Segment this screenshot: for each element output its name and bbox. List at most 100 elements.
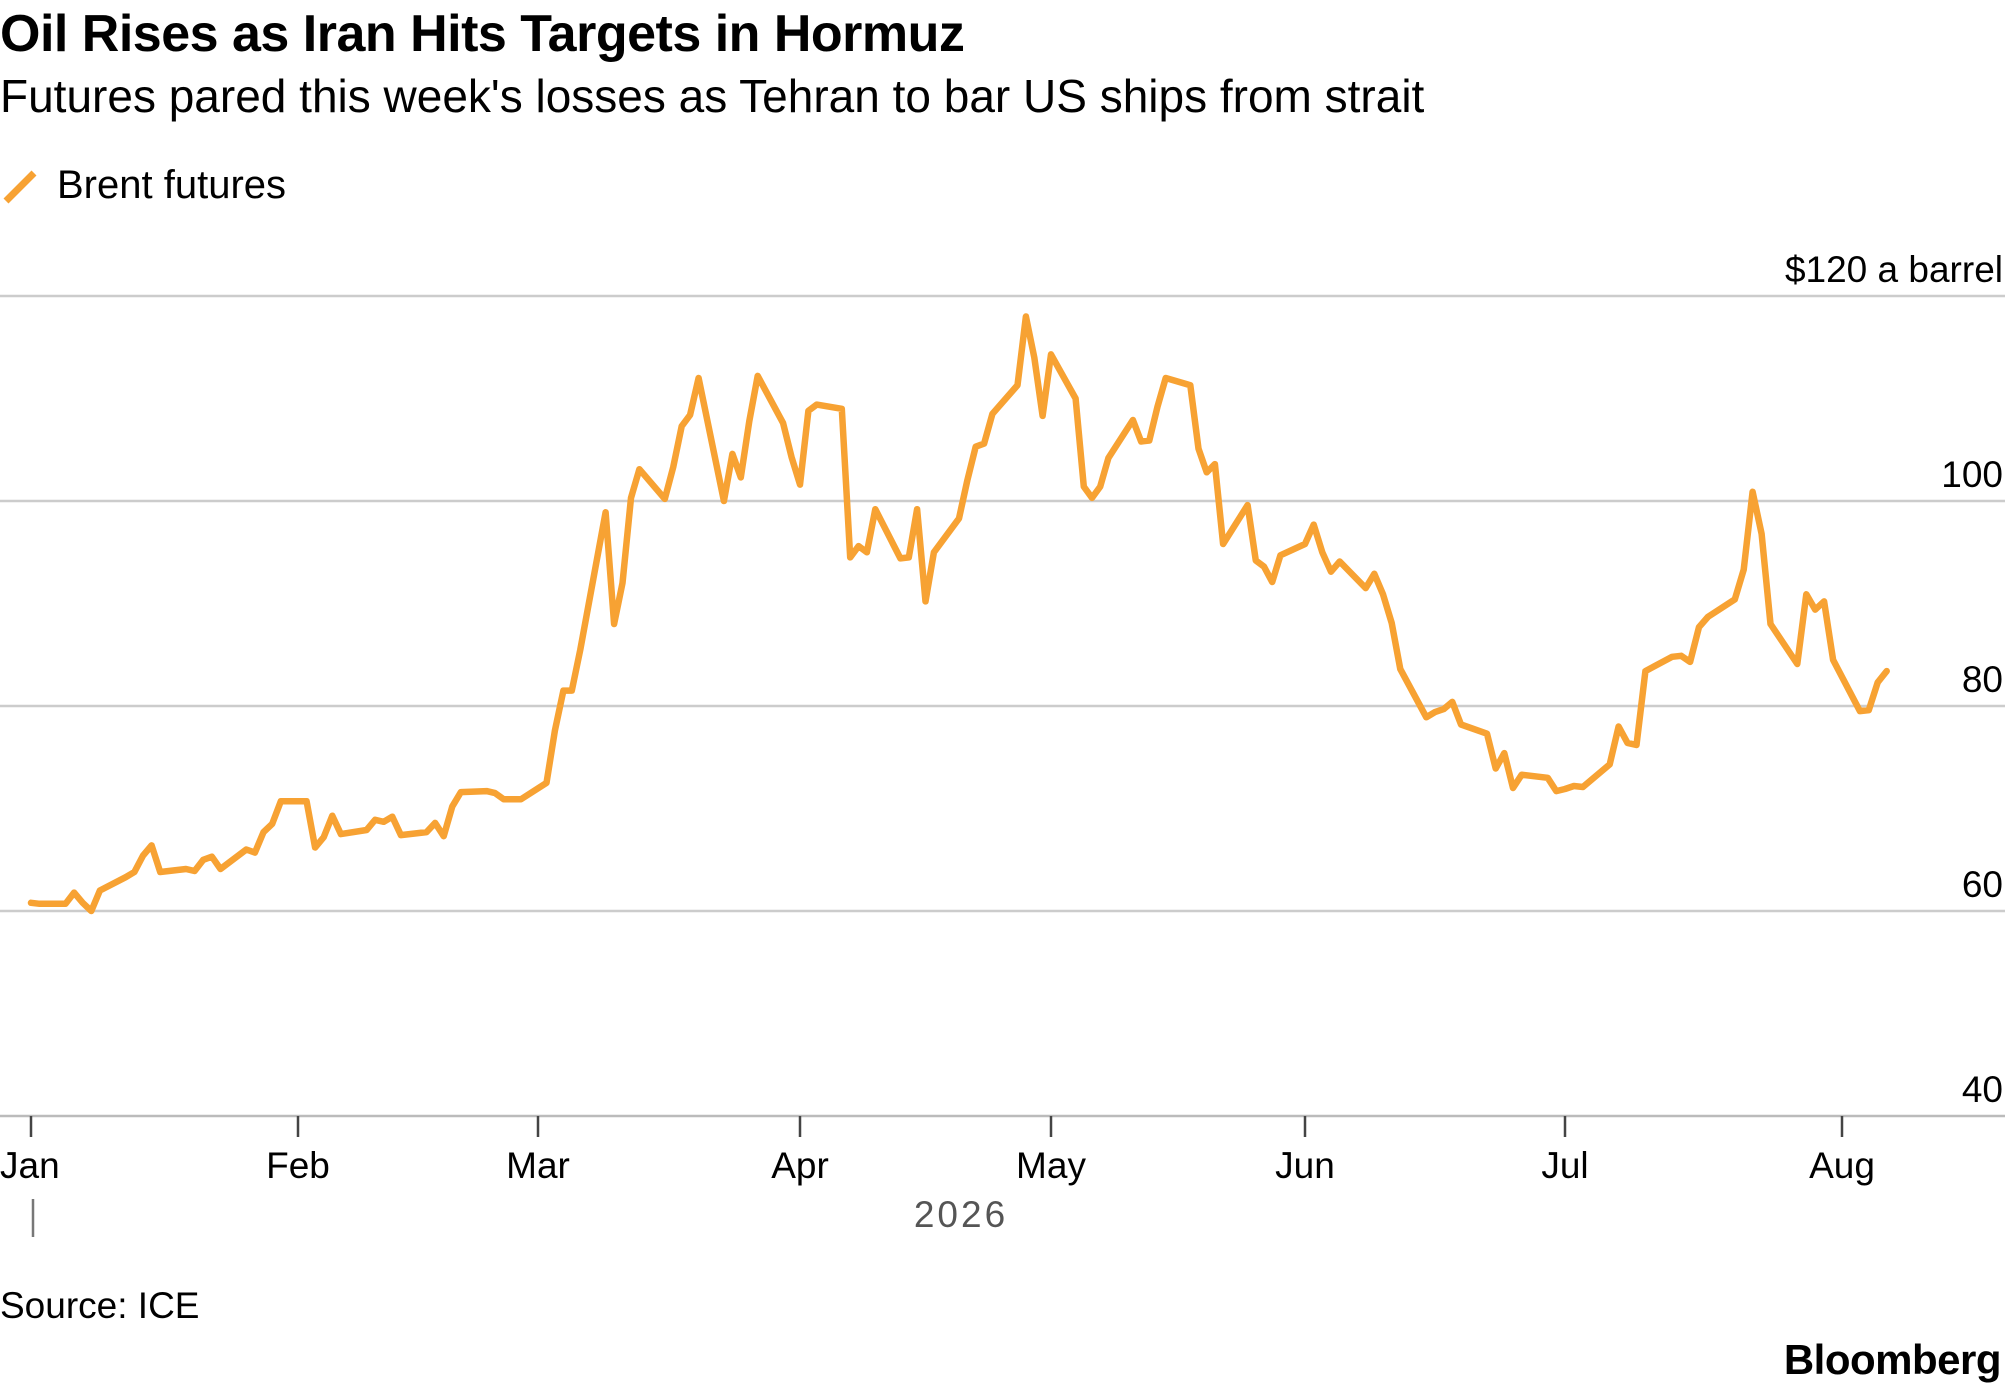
y-tick-label-60: 60 [1962, 864, 2003, 905]
data-point [613, 623, 615, 625]
data-point [554, 730, 556, 732]
data-point [1734, 598, 1736, 600]
data-point [1689, 661, 1691, 663]
data-point [866, 551, 868, 553]
data-point [1263, 566, 1265, 568]
data-point [1391, 622, 1393, 624]
data-point [731, 453, 733, 455]
data-point [73, 892, 75, 894]
data-point [672, 466, 674, 468]
data-point [1770, 623, 1771, 625]
data-point [925, 600, 926, 602]
x-tick-label-aug: Aug [1809, 1145, 1875, 1186]
data-point [1443, 708, 1445, 710]
data-point [1222, 543, 1224, 545]
data-point [1365, 587, 1367, 589]
bloomberg-logo: Bloomberg [1783, 1336, 2002, 1383]
data-point [966, 480, 968, 481]
data-point [1050, 353, 1052, 355]
data-point [1805, 593, 1807, 595]
data-point [1512, 787, 1514, 789]
data-point [374, 819, 376, 821]
data-point [546, 782, 547, 784]
data-point [983, 443, 985, 445]
data-point [807, 410, 809, 412]
data-point [383, 821, 385, 823]
data-point [426, 831, 428, 833]
data-point [1859, 710, 1861, 712]
data-point [1165, 377, 1167, 379]
data-point [933, 551, 935, 553]
data-point [1823, 600, 1825, 602]
data-point [1075, 398, 1077, 399]
data-point [1033, 357, 1035, 358]
data-point [841, 408, 843, 410]
data-point [958, 517, 960, 519]
data-point [874, 508, 876, 510]
data-point [202, 859, 204, 861]
chart-title: Oil Rises as Iran Hits Targets in Hormuz [0, 5, 965, 63]
data-point [689, 414, 691, 416]
data-point [1399, 668, 1401, 670]
data-point [1206, 471, 1208, 473]
source-note: Source: ICE [0, 1285, 200, 1326]
data-point [622, 582, 623, 584]
data-point [1271, 581, 1273, 583]
data-point [443, 835, 445, 837]
data-point [916, 508, 918, 510]
data-point [1091, 497, 1093, 499]
y-tick-label-120: $120 a barrel [1785, 249, 2003, 290]
data-point [1198, 448, 1199, 450]
data-point [1796, 663, 1798, 665]
data-point [159, 871, 161, 873]
data-point [571, 690, 573, 692]
data-point [30, 902, 32, 904]
data-point [151, 844, 153, 846]
x-tick-label-feb: Feb [266, 1145, 330, 1186]
data-point [1339, 561, 1341, 562]
data-point [1451, 701, 1453, 703]
data-point [1680, 655, 1682, 657]
data-point [133, 871, 135, 873]
data-point [1330, 571, 1332, 573]
data-point [211, 856, 213, 858]
data-point [1644, 670, 1646, 672]
data-point [1564, 788, 1566, 790]
data-point [451, 805, 453, 807]
data-point [280, 800, 282, 802]
data-point [1521, 774, 1523, 776]
data-point [1017, 384, 1018, 386]
data-point [220, 868, 221, 870]
data-point [1752, 491, 1754, 493]
data-point [1247, 504, 1249, 506]
data-point [82, 902, 84, 904]
data-point [1671, 656, 1673, 658]
data-point [366, 829, 368, 831]
data-point [1189, 384, 1191, 386]
data-point [1609, 763, 1611, 765]
x-tick-label-jan: Jan [0, 1145, 60, 1186]
data-point [1707, 616, 1709, 618]
data-point [391, 816, 393, 818]
data-point [723, 500, 725, 502]
data-point [254, 852, 256, 854]
data-point [1373, 573, 1375, 575]
data-point [1042, 415, 1044, 417]
data-point [520, 798, 522, 800]
data-point [1460, 724, 1462, 725]
data-point [1255, 560, 1257, 561]
data-point [1083, 486, 1085, 488]
data-point [791, 456, 792, 458]
data-point [1503, 752, 1505, 754]
data-point [899, 557, 901, 559]
data-point [991, 413, 993, 415]
data-point [1382, 593, 1384, 595]
data-point [562, 690, 564, 692]
data-point [1148, 440, 1150, 441]
data-point [1573, 785, 1575, 787]
data-point [1832, 659, 1834, 661]
data-point [748, 420, 750, 422]
y-tick-label-40: 40 [1962, 1069, 2003, 1110]
